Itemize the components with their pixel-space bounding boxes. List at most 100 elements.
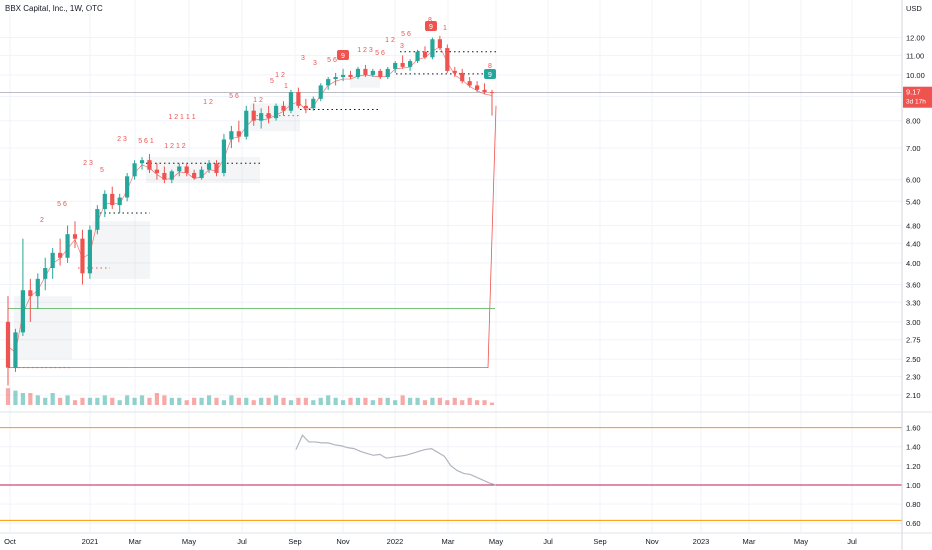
price-tick-label: 4.80: [906, 221, 921, 230]
time-axis-label: Mar: [442, 537, 455, 546]
volume-bars: [5, 388, 495, 405]
candle-body: [87, 229, 93, 274]
count-label: 2 3: [117, 136, 127, 143]
volume-bar: [326, 395, 331, 405]
candle-body: [363, 68, 368, 75]
volume-bar: [318, 397, 323, 405]
volume-bar: [139, 395, 145, 405]
time-axis-label: Mar: [743, 537, 756, 546]
candle-body: [445, 48, 450, 71]
candle-body: [229, 131, 234, 140]
volume-bar: [467, 397, 472, 405]
volume-bar: [35, 395, 40, 405]
risk-level-line: [8, 105, 497, 369]
volume-bar: [72, 400, 78, 405]
candle-body: [154, 169, 160, 173]
candle-body: [80, 238, 85, 274]
volume-bar: [58, 397, 63, 405]
candle-body: [169, 171, 174, 180]
candle-body: [117, 197, 122, 206]
price-tick-label: 11.00: [906, 51, 924, 60]
volume-bar: [221, 400, 227, 405]
time-axis-label: Sep: [593, 537, 606, 546]
candle-body: [177, 166, 182, 172]
count-label: 2: [40, 217, 44, 224]
volume-bar: [214, 397, 219, 405]
count-badge: [484, 69, 496, 79]
candle-body: [236, 131, 241, 137]
time-axis-label: Jul: [543, 537, 553, 546]
price-tick-label: 2.30: [906, 372, 921, 381]
volume-bar: [132, 397, 137, 405]
candle-body: [162, 172, 167, 180]
candle-body: [437, 39, 442, 49]
volume-bar: [184, 400, 189, 405]
price-tick-label: 7.00: [906, 144, 921, 153]
count-label: 3: [400, 43, 404, 50]
volume-bar: [340, 400, 346, 405]
bar-countdown-label: 3d 17h: [906, 99, 926, 106]
time-axis-label: 2022: [387, 537, 404, 546]
price-tick-label: 2.10: [906, 391, 921, 400]
price-tick-label: 10.00: [906, 71, 925, 80]
candle-body: [415, 51, 420, 62]
candle-body: [251, 110, 256, 121]
count-label: 3: [313, 60, 317, 67]
last-price-label: 9.17: [906, 88, 921, 97]
candle-body: [28, 290, 33, 297]
candle-body: [110, 193, 115, 206]
candle-body: [95, 209, 100, 230]
price-tick-label: 3.30: [906, 298, 921, 307]
volume-bar: [95, 397, 100, 405]
indicator-tick-label: 1.40: [906, 443, 921, 452]
volume-bar: [333, 397, 338, 405]
volume-bar: [445, 400, 450, 405]
volume-bar: [5, 388, 11, 405]
candle-body: [370, 70, 375, 75]
volume-bar: [482, 400, 487, 405]
candle-body: [400, 62, 405, 67]
time-axis-label: May: [489, 537, 503, 546]
volume-bar: [102, 395, 107, 405]
volume-bar: [296, 397, 301, 405]
count-label: 1 2 1 1 1: [168, 114, 195, 121]
volume-bar: [415, 397, 420, 405]
volume-bar: [162, 395, 167, 405]
count-label: 5 6: [229, 93, 239, 100]
volume-bar: [437, 397, 442, 405]
candle-body: [482, 89, 487, 93]
price-tick-label: 3.00: [906, 318, 921, 327]
count-badge-label: 9: [429, 24, 433, 31]
time-axis-label: Jul: [847, 537, 857, 546]
count-label: 2 3: [83, 160, 93, 167]
count-label: 1: [443, 25, 447, 32]
candle-body: [221, 139, 227, 173]
volume-bar: [363, 397, 368, 405]
volume-bar: [43, 397, 48, 405]
time-axis-label: 2021: [82, 537, 99, 546]
shaded-zone: [92, 221, 150, 279]
volume-bar: [192, 397, 197, 405]
volume-bar: [407, 397, 413, 405]
candle-body: [139, 160, 145, 164]
volume-bar: [65, 395, 70, 405]
volume-bar: [80, 397, 85, 405]
indicator-pane: [0, 427, 902, 521]
count-badge-label: 9: [341, 53, 345, 60]
candle-body: [489, 92, 495, 94]
indicator-tick-label: 1.60: [906, 424, 921, 433]
price-tick-label: 8.00: [906, 117, 921, 126]
price-tick-label: 2.75: [906, 336, 921, 345]
count-label: 5 6: [327, 57, 337, 64]
count-label: 1 2 3: [357, 47, 373, 54]
volume-bar: [117, 400, 122, 405]
indicator-line: [295, 434, 497, 486]
volume-bar: [169, 397, 174, 405]
time-axis-label: May: [182, 537, 196, 546]
price-tick-label: 5.40: [906, 197, 921, 206]
volume-bar: [199, 397, 204, 405]
candle-body: [475, 85, 480, 90]
volume-bar: [489, 402, 495, 405]
volume-bar: [475, 400, 480, 405]
